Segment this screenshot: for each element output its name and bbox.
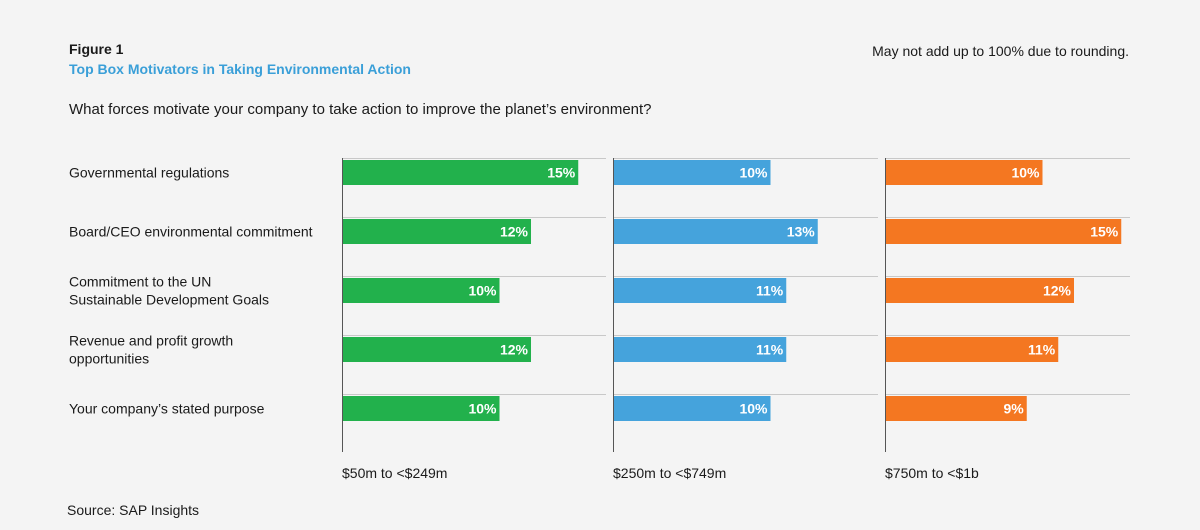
bar [342, 160, 579, 185]
bar-value-label: 10% [739, 401, 768, 417]
bar [342, 337, 531, 362]
category-label: Your company’s stated purpose [69, 401, 265, 417]
bar [342, 396, 500, 421]
category-label: Revenue and profit growth opportunities [69, 333, 233, 367]
bar-value-label: 15% [547, 165, 576, 181]
bar-value-label: 9% [1004, 401, 1025, 417]
bar [613, 278, 787, 303]
bar [613, 396, 771, 421]
bar-value-label: 11% [1028, 342, 1056, 358]
rounding-note: May not add up to 100% due to rounding. [872, 43, 1129, 59]
figure-label: Figure 1 [69, 41, 124, 57]
bar-value-label: 11% [756, 342, 784, 358]
category-label: Board/CEO environmental commitment [69, 224, 313, 240]
bar [885, 396, 1027, 421]
panel-title: $250m to <$749m [613, 465, 726, 481]
bar-value-label: 10% [739, 165, 768, 181]
chart-title: Top Box Motivators in Taking Environment… [69, 61, 411, 77]
bar-value-label: 13% [787, 224, 816, 240]
bar-value-label: 10% [468, 283, 497, 299]
category-label: Governmental regulations [69, 165, 229, 181]
category-label: Commitment to the UN Sustainable Developm… [69, 274, 269, 308]
bar-value-label: 12% [1043, 283, 1072, 299]
bar-value-label: 11% [756, 283, 784, 299]
source-note: Source: SAP Insights [67, 502, 200, 518]
bar [885, 278, 1074, 303]
bar-value-label: 12% [500, 224, 529, 240]
panel-title: $750m to <$1b [885, 465, 979, 481]
panel-title: $50m to <$249m [342, 465, 447, 481]
bar [885, 219, 1122, 244]
bar [342, 219, 531, 244]
survey-question: What forces motivate your company to tak… [69, 101, 652, 118]
bar [613, 219, 818, 244]
bar [613, 337, 787, 362]
bar [613, 160, 771, 185]
bar-value-label: 12% [500, 342, 529, 358]
bar-value-label: 15% [1090, 224, 1119, 240]
bar-value-label: 10% [1011, 165, 1040, 181]
bar-value-label: 10% [468, 401, 497, 417]
bar [885, 337, 1059, 362]
bar [885, 160, 1043, 185]
bar [342, 278, 500, 303]
